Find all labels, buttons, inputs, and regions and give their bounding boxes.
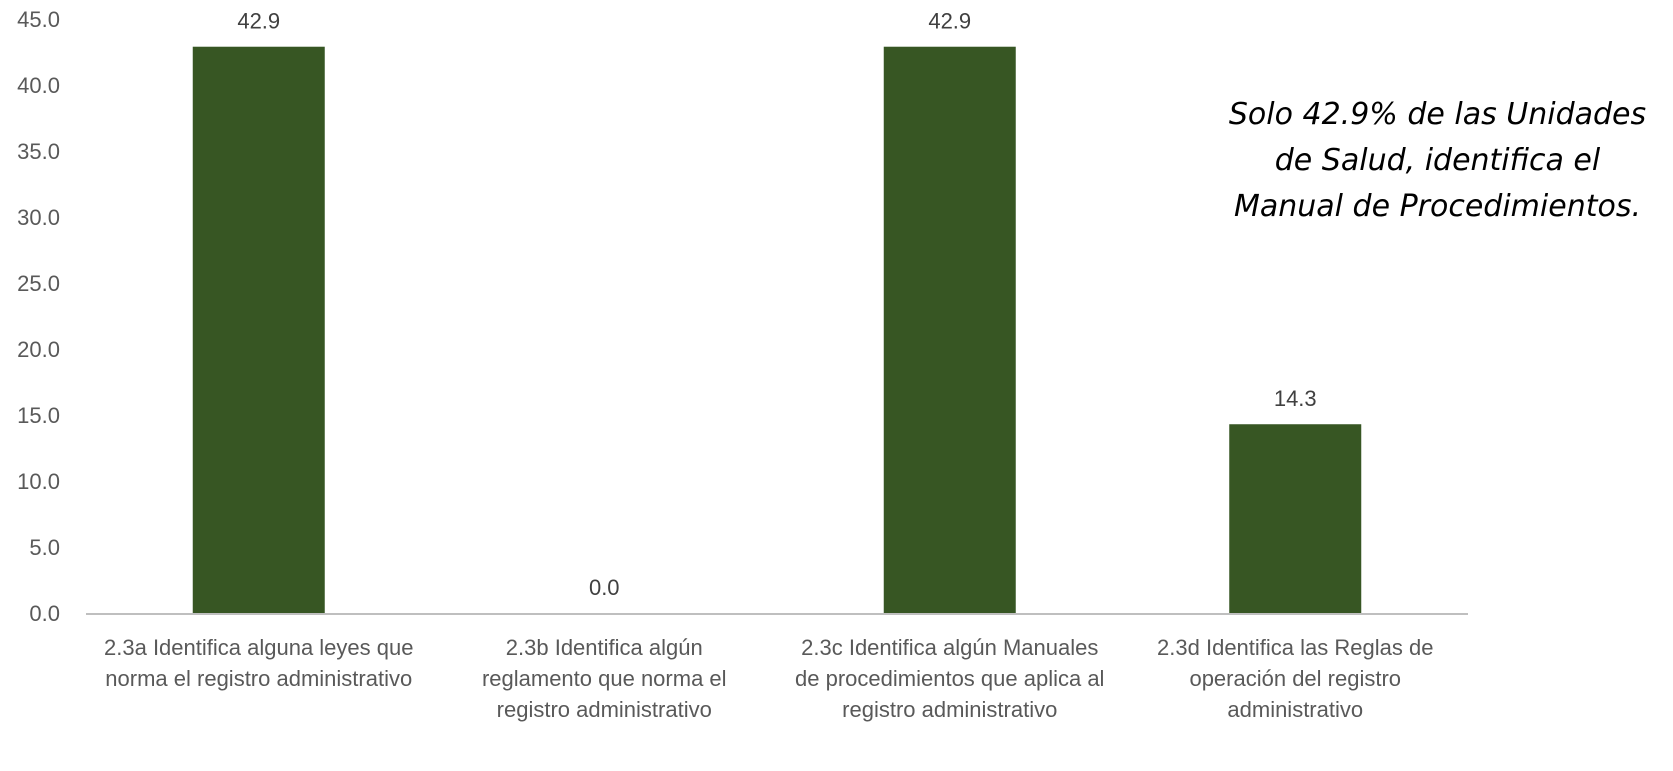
category-labels: 2.3a Identifica alguna leyes que norma el…: [104, 635, 1433, 722]
category-label: 2.3a Identifica alguna leyes que norma el…: [104, 635, 413, 691]
chart-annotation: Solo 42.9% de las Unidades de Salud, ide…: [1210, 92, 1665, 230]
y-tick-label: 25.0: [17, 271, 60, 296]
y-tick-label: 30.0: [17, 205, 60, 230]
annotation-line-3: Manual de Procedimientos.: [1233, 189, 1641, 224]
category-label-line: 2.3d Identifica las Reglas de: [1157, 635, 1433, 660]
annotation-line-2: de Salud, identifica el: [1274, 143, 1601, 178]
y-tick-label: 20.0: [17, 337, 60, 362]
category-label-line: reglamento que norma el: [482, 666, 727, 691]
bar: [192, 46, 325, 614]
category-label-line: registro administrativo: [842, 697, 1057, 722]
data-label: 42.9: [237, 9, 280, 34]
category-label-line: de procedimientos que aplica al: [795, 666, 1104, 691]
category-label-line: administrativo: [1227, 697, 1363, 722]
category-label: 2.3b Identifica algún reglamento que norm…: [482, 635, 727, 722]
y-tick-label: 45.0: [17, 7, 60, 32]
y-tick-label: 35.0: [17, 139, 60, 164]
annotation-line-1: Solo 42.9% de las Unidades: [1228, 97, 1647, 132]
category-label-line: registro administrativo: [497, 697, 712, 722]
y-tick-label: 5.0: [29, 535, 60, 560]
y-tick-label: 0.0: [29, 601, 60, 626]
bar: [1229, 424, 1362, 613]
category-label-line: norma el registro administrativo: [105, 666, 412, 691]
y-tick-label: 10.0: [17, 469, 60, 494]
data-label: 0.0: [589, 575, 620, 600]
y-tick-label: 15.0: [17, 403, 60, 428]
y-tick-label: 40.0: [17, 73, 60, 98]
category-label-line: operación del registro: [1189, 666, 1401, 691]
bars: [192, 46, 1362, 614]
data-label: 14.3: [1274, 386, 1317, 411]
y-axis-ticks: 0.0 5.0 10.0 15.0 20.0 25.0 30.0 35.0 40.0 45.0: [17, 7, 60, 626]
category-label-line: 2.3c Identifica algún Manuales: [801, 635, 1098, 660]
category-label: 2.3d Identifica las Reglas de operación d…: [1157, 635, 1433, 722]
bar: [883, 46, 1016, 614]
data-labels: 42.9 0.0 42.9 14.3: [237, 9, 1316, 600]
category-label-line: 2.3a Identifica alguna leyes que: [104, 635, 413, 660]
category-label-line: 2.3b Identifica algún: [506, 635, 703, 660]
category-label: 2.3c Identifica algún Manuales de procedi…: [795, 635, 1104, 722]
data-label: 42.9: [928, 9, 971, 34]
